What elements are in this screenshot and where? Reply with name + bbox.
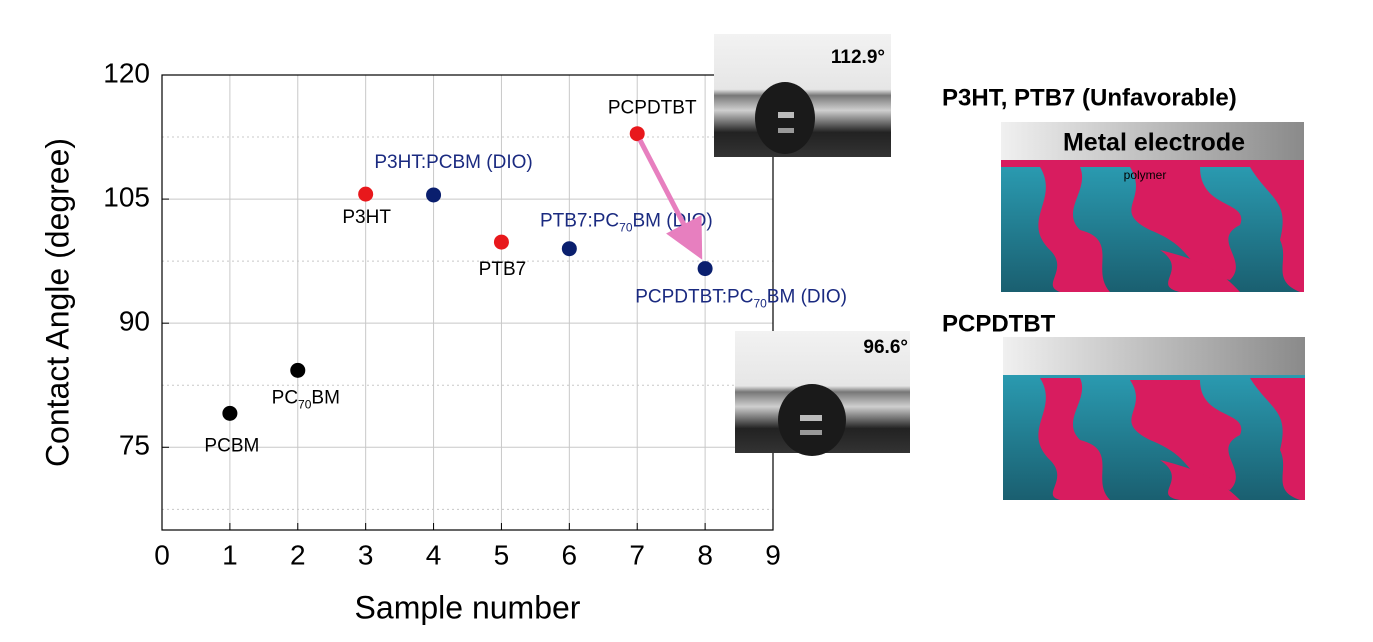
x-tick-label: 4	[426, 539, 442, 570]
point-label: P3HT	[342, 207, 391, 228]
label-part: PCPDTBT	[608, 98, 697, 119]
point	[290, 362, 306, 378]
arrow	[637, 138, 703, 260]
x-tick-label: 9	[765, 539, 781, 570]
x-tick-label: 0	[154, 539, 170, 570]
label-part: PC	[272, 387, 298, 408]
label-part: BM (DIO)	[767, 287, 847, 308]
point	[629, 126, 645, 142]
y-axis-title: Contact Angle (degree)	[39, 138, 75, 467]
x-tick-label: 3	[358, 539, 374, 570]
plot-frame	[161, 74, 774, 531]
annotation: 112.9°	[831, 47, 885, 68]
x-axis-title: Sample number	[355, 589, 581, 625]
point	[697, 261, 713, 277]
electrode-label: Metal electrode	[1063, 129, 1245, 157]
point	[426, 187, 442, 203]
y-tick-label: 75	[119, 430, 150, 461]
label-part: 70	[753, 297, 767, 311]
diagram-panel: P3HT, PTB7 (Unfavorable) Metal electrode…	[942, 84, 1304, 292]
photo: 96.6°	[735, 331, 910, 456]
point-label: P3HT:PCBM (DIO)	[374, 152, 532, 173]
label-part: 70	[298, 398, 312, 412]
label-part: PTB7:PC	[540, 211, 619, 232]
label-part: P3HT	[342, 207, 391, 228]
photo: 112.9°	[714, 34, 891, 157]
panel-title: P3HT, PTB7 (Unfavorable)	[942, 84, 1237, 111]
x-tick-label: 7	[629, 539, 645, 570]
point-label: PCPDTBT:PC70BM (DIO)	[635, 287, 847, 311]
point-label: PCPDTBT	[608, 98, 697, 119]
panel-title: PCPDTBT	[942, 310, 1056, 337]
y-tick-label: 90	[119, 306, 150, 337]
point	[561, 241, 577, 257]
annotation: 96.6°	[863, 337, 908, 358]
y-tick-label: 120	[103, 57, 150, 88]
label-part: PCPDTBT:PC	[635, 287, 753, 308]
point	[358, 186, 374, 202]
point	[222, 405, 238, 421]
point-label: PC70BM	[272, 387, 340, 411]
x-tick-label: 1	[222, 539, 238, 570]
label-part: PCBM	[204, 435, 259, 456]
point-label: PCBM	[204, 435, 259, 456]
label-part: PTB7	[479, 259, 527, 280]
label-part: BM (DIO)	[633, 211, 713, 232]
point	[493, 234, 509, 250]
x-tick-label: 2	[290, 539, 306, 570]
label-part: BM	[311, 387, 340, 408]
x-tick-label: 8	[697, 539, 713, 570]
y-tick-label: 105	[103, 181, 150, 212]
layer-label: polymer	[1124, 168, 1167, 182]
x-tick-label: 5	[494, 539, 510, 570]
point-label: PTB7	[479, 259, 527, 280]
label-part: P3HT:PCBM (DIO)	[374, 152, 532, 173]
x-tick-label: 6	[562, 539, 578, 570]
diagram-panel: PCPDTBT	[942, 310, 1305, 500]
plot: 75 90 105 120 0 1 2 3 4 5 6 7 8 9 Sample number Contact…	[39, 57, 847, 625]
label-part: 70	[619, 221, 633, 235]
